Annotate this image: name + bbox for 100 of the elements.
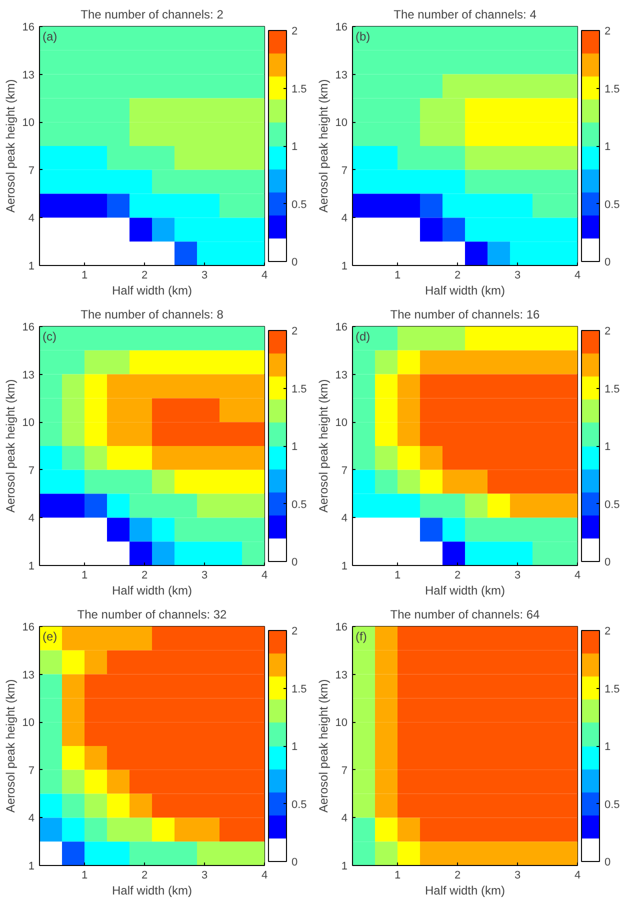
y-tick-label: 16 [22, 622, 35, 634]
x-axis-title: Half width (km) [112, 884, 192, 898]
color-bar-label: 1.5 [292, 83, 307, 96]
y-tick-label: 13 [22, 669, 35, 682]
x-tick-label: 4 [574, 570, 581, 582]
color-bar-label: 1 [292, 441, 298, 453]
y-tick-label: 1 [28, 560, 35, 572]
annotation: (c) [42, 330, 56, 344]
color-bar-label: 0 [604, 556, 611, 568]
chart-title: The number of channels: 2 [80, 8, 224, 22]
y-tick-label: 10 [335, 417, 348, 430]
x-tick-label: 1 [81, 570, 88, 582]
y-axis-title: Aerosol peak height (km) [3, 379, 18, 513]
y-tick-label: 4 [341, 212, 348, 225]
annotation: (a) [42, 30, 58, 44]
x-axis-title: Half width (km) [424, 884, 506, 898]
x-tick-label: 3 [201, 270, 208, 282]
color-bar-label: 0.5 [604, 798, 620, 811]
x-tick-label: 2 [141, 270, 148, 282]
annotation: (e) [42, 630, 58, 644]
color-bar-label: 1.5 [604, 683, 620, 696]
x-tick-label: 4 [261, 870, 268, 882]
x-tick-label: 4 [574, 870, 581, 882]
x-tick-label: 2 [141, 570, 148, 582]
color-bar-label: 2 [292, 326, 298, 338]
color-bar-label: 1.5 [604, 83, 620, 96]
x-tick-label: 1 [81, 870, 88, 882]
color-bar-label: 1 [604, 141, 611, 153]
x-tick-label: 3 [201, 870, 208, 882]
color-bar-label: 0.5 [604, 198, 620, 211]
x-axis-title: Half width (km) [112, 284, 192, 298]
y-tick-label: 7 [28, 164, 35, 177]
y-tick-label: 10 [335, 717, 348, 730]
y-tick-label: 7 [28, 464, 35, 477]
color-bar-label: 0.5 [292, 498, 307, 511]
y-tick-label: 13 [335, 369, 348, 382]
color-bar-label: 2 [604, 626, 611, 638]
color-bar-label: 0.5 [604, 498, 620, 511]
color-bar-label: 2 [604, 326, 611, 338]
y-tick-label: 13 [335, 669, 348, 682]
color-bar-label: 0 [292, 256, 298, 268]
color-bar-label: 1.5 [292, 383, 307, 396]
y-tick-label: 13 [22, 369, 35, 382]
y-tick-label: 1 [341, 260, 348, 272]
y-tick-label: 16 [335, 622, 348, 634]
x-tick-label: 4 [574, 270, 581, 282]
y-tick-label: 4 [341, 812, 348, 825]
y-tick-label: 4 [28, 212, 35, 225]
y-axis-title: Aerosol peak height (km) [316, 679, 330, 813]
color-bar-label: 0 [292, 556, 298, 568]
chart-title: The number of channels: 16 [390, 308, 540, 322]
x-tick-label: 3 [201, 570, 208, 582]
y-tick-label: 1 [341, 860, 348, 872]
y-tick-label: 10 [335, 117, 348, 130]
y-tick-label: 4 [28, 812, 35, 825]
x-tick-label: 4 [261, 570, 268, 582]
color-bar-label: 1 [292, 141, 298, 153]
color-bar-label: 0.5 [292, 798, 307, 811]
y-tick-label: 1 [28, 260, 35, 272]
color-bar-label: 2 [604, 26, 611, 38]
y-tick-label: 1 [341, 560, 348, 572]
y-tick-label: 1 [28, 860, 35, 872]
y-tick-label: 7 [341, 764, 348, 777]
x-tick-label: 3 [514, 270, 521, 282]
color-bar-label: 0 [292, 856, 298, 868]
x-axis-title: Half width (km) [424, 584, 506, 598]
y-tick-label: 10 [22, 717, 35, 730]
y-tick-label: 13 [22, 69, 35, 82]
color-bar-label: 0.5 [292, 198, 307, 211]
color-bar-label: 0 [604, 256, 611, 268]
color-bar-label: 1 [604, 741, 611, 753]
x-axis-title: Half width (km) [424, 284, 506, 298]
y-tick-label: 7 [28, 764, 35, 777]
y-tick-label: 4 [28, 512, 35, 525]
y-tick-label: 13 [335, 69, 348, 82]
x-tick-label: 1 [394, 570, 401, 582]
y-tick-label: 16 [22, 22, 35, 34]
y-axis-title: Aerosol peak height (km) [3, 79, 18, 213]
color-bar-label: 2 [292, 26, 298, 38]
x-tick-label: 1 [394, 870, 401, 882]
annotation: (f) [356, 630, 367, 644]
y-axis-title: Aerosol peak height (km) [3, 679, 18, 813]
annotation: (b) [356, 30, 370, 44]
chart-title: The number of channels: 64 [390, 608, 540, 622]
color-bar-label: 2 [292, 626, 298, 638]
color-bar-label: 1 [292, 741, 298, 753]
x-tick-label: 3 [514, 870, 521, 882]
y-tick-label: 16 [335, 322, 348, 334]
x-tick-label: 2 [454, 570, 461, 582]
y-tick-label: 10 [22, 117, 35, 130]
color-bar-label: 1.5 [292, 683, 307, 696]
y-axis-title: Aerosol peak height (km) [316, 79, 330, 213]
y-tick-label: 10 [22, 417, 35, 430]
chart-title: The number of channels: 32 [77, 608, 228, 622]
x-tick-label: 2 [454, 870, 461, 882]
chart-title: The number of channels: 8 [80, 308, 224, 322]
x-axis-title: Half width (km) [112, 584, 192, 598]
y-tick-label: 7 [341, 464, 348, 477]
y-tick-label: 7 [341, 164, 348, 177]
y-axis-title: Aerosol peak height (km) [316, 379, 330, 513]
